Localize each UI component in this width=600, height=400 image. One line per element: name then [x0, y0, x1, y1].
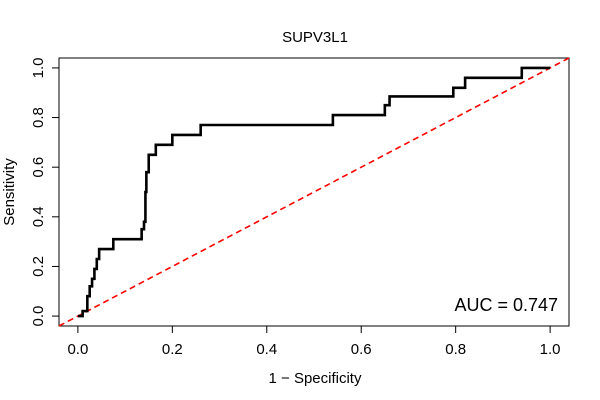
x-tick-label: 0.0 [67, 341, 88, 358]
x-tick-label: 1.0 [540, 341, 561, 358]
roc-curve-line [77, 66, 551, 318]
reference-diagonal-line [58, 57, 570, 327]
y-axis-label: Sensitivity [1, 158, 18, 226]
chart-title: SUPV3L1 [282, 29, 348, 46]
y-tick-label: 0.6 [30, 157, 47, 178]
x-axis-label: 1 − Specificity [269, 370, 362, 387]
x-tick-label: 0.2 [162, 341, 183, 358]
x-tick-label: 0.4 [256, 341, 277, 358]
series-layer [58, 57, 570, 327]
y-axis: 0.0 0.2 0.4 0.6 0.8 1.0 [30, 57, 60, 327]
y-tick-label: 0.2 [30, 256, 47, 277]
y-tick-label: 0.8 [30, 107, 47, 128]
y-tick-label: 0.0 [30, 306, 47, 327]
x-tick-label: 0.6 [351, 341, 372, 358]
y-tick-label: 1.0 [30, 57, 47, 78]
y-tick-label: 0.4 [30, 206, 47, 227]
plot-frame [58, 57, 570, 327]
x-tick-label: 0.8 [445, 341, 466, 358]
auc-annotation: AUC = 0.747 [454, 295, 558, 315]
x-axis: 0.0 0.2 0.4 0.6 0.8 1.0 [67, 325, 561, 358]
